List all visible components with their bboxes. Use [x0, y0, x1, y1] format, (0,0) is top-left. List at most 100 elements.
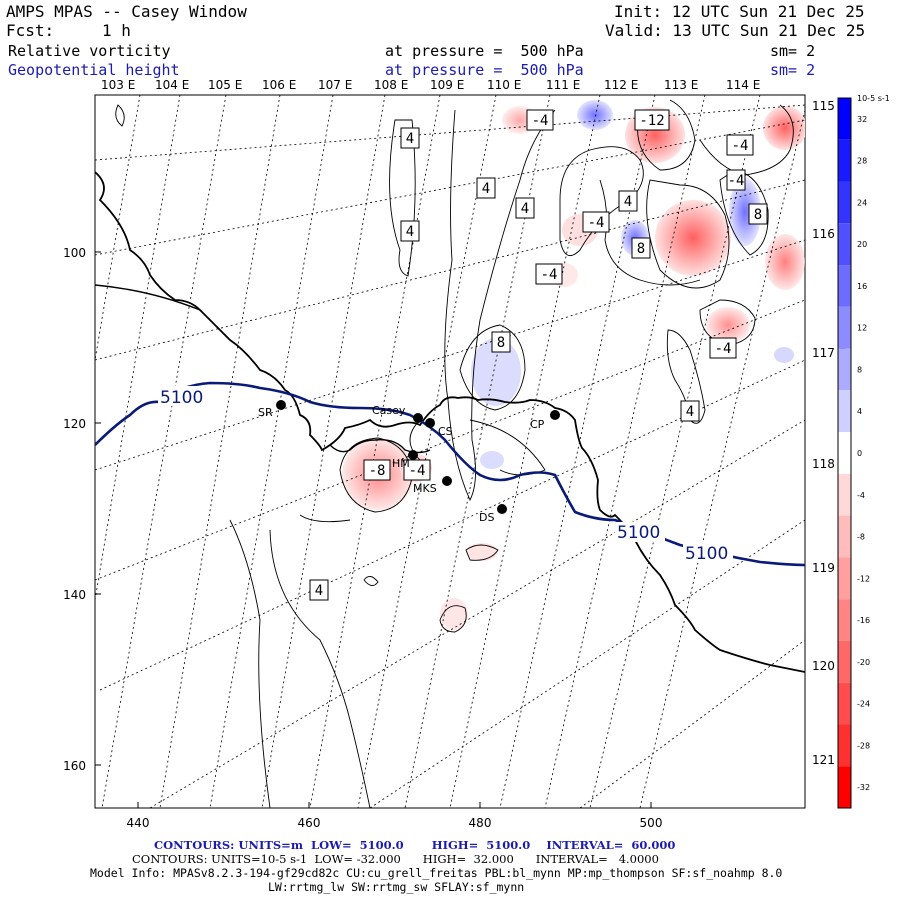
svg-text:112 E: 112 E: [604, 78, 638, 92]
colorbar-tick-label: 0: [857, 449, 862, 458]
vort-label: -4: [535, 263, 563, 285]
station-label-cs: CS: [438, 425, 453, 438]
svg-text:4: 4: [315, 583, 323, 599]
vort-blob: [765, 234, 805, 290]
station-dot-mks: [442, 476, 452, 486]
svg-text:111 E: 111 E: [546, 78, 580, 92]
svg-text:460: 460: [298, 816, 321, 830]
colorbar-tick-label: -32: [857, 783, 870, 792]
init-time: Init: 12 UTC Sun 21 Dec 25: [614, 2, 865, 21]
svg-text:140: 140: [63, 588, 86, 602]
vort-label: -8: [363, 459, 391, 481]
svg-text:109 E: 109 E: [430, 78, 464, 92]
colorbar-tick-label: -24: [857, 700, 870, 709]
vort-label: 4: [680, 400, 700, 422]
vort-label: 4: [476, 177, 496, 199]
vort-blob: [774, 347, 794, 363]
field2-smoothing: sm= 2: [770, 61, 816, 79]
svg-text:4: 4: [624, 194, 632, 210]
station-dot-casey: [413, 413, 423, 423]
colorbar-swatch: [838, 557, 851, 600]
footer-height-contours: CONTOURS: UNITS=m LOW= 5100.0 HIGH= 5100…: [154, 838, 676, 852]
y-axis-labels: 100 120 140 160: [63, 246, 86, 773]
lon-labels: 103 E 104 E 105 E 106 E 107 E 108 E 109 …: [101, 78, 760, 92]
field1-name: Relative vorticity: [8, 42, 171, 60]
svg-text:8: 8: [637, 241, 645, 257]
colorbar-swatch: [838, 348, 851, 391]
colorbar-swatch: [838, 766, 851, 808]
colorbar-swatch: [838, 181, 851, 224]
station-label-hm: HM: [392, 457, 410, 470]
vort-blob: [480, 451, 504, 469]
station-label-ds: DS: [479, 511, 494, 524]
colorbar-swatch: [838, 265, 851, 307]
forecast-value: 1 h: [102, 21, 131, 40]
station-label-sr: SR: [258, 406, 273, 419]
vort-label: 4: [309, 579, 329, 601]
vort-label: -4: [403, 459, 431, 481]
height-label: 5100: [617, 523, 660, 543]
vort-blob: [577, 100, 613, 130]
field1-smoothing: sm= 2: [770, 42, 816, 60]
colorbar-tick-label: 20: [857, 240, 867, 249]
vort-label: -12: [634, 109, 670, 131]
coastline: [95, 171, 805, 673]
vorticity-shading: [342, 100, 805, 630]
vort-blob: [471, 338, 521, 406]
height-label: 5100: [685, 544, 728, 564]
svg-text:4: 4: [406, 131, 414, 147]
colorbar-tick-label: -20: [857, 658, 870, 667]
axis-ticks: [95, 251, 652, 808]
colorbar-tick-label: 12: [857, 324, 867, 333]
field1-level: at pressure = 500 hPa: [385, 42, 584, 60]
svg-text:4: 4: [521, 201, 529, 217]
station-group: SR Casey CS HM MKS CP DS: [258, 400, 560, 524]
station-label-casey: Casey: [372, 404, 406, 417]
colorbar-swatch: [838, 98, 851, 140]
svg-text:-12: -12: [639, 113, 664, 129]
vort-blob: [706, 307, 750, 343]
svg-text:120: 120: [63, 417, 86, 431]
vort-label: 4: [618, 190, 638, 212]
colorbar-swatch: [838, 223, 851, 266]
forecast-label: Fcst:: [6, 21, 55, 40]
vort-label: 8: [748, 203, 768, 225]
svg-text:8: 8: [497, 335, 505, 351]
colorbar-tick-label: -12: [857, 574, 870, 583]
chart-title: AMPS MPAS -- Casey Window: [6, 2, 247, 21]
station-label-cp: CP: [530, 418, 545, 431]
vort-label: 4: [400, 220, 420, 242]
svg-text:110 E: 110 E: [487, 78, 521, 92]
svg-text:-4: -4: [732, 138, 749, 154]
colorbar-tick-label: -4: [857, 491, 865, 500]
valid-time: Valid: 13 UTC Sun 21 Dec 25: [605, 21, 866, 40]
svg-text:106 E: 106 E: [262, 78, 296, 92]
vort-blob: [729, 178, 761, 246]
svg-text:4: 4: [482, 181, 490, 197]
svg-text:113 E: 113 E: [664, 78, 698, 92]
vort-label: 8: [491, 331, 511, 353]
vort-blob: [466, 543, 498, 561]
footer-vorticity-contours: CONTOURS: UNITS=10-5 s-1 LOW= -32.000 HI…: [132, 852, 659, 866]
svg-text:108 E: 108 E: [374, 78, 408, 92]
station-dot-sr: [276, 400, 286, 410]
vort-label: -4: [582, 211, 610, 233]
svg-text:440: 440: [127, 816, 150, 830]
svg-text:160: 160: [63, 759, 86, 773]
svg-text:105 E: 105 E: [208, 78, 242, 92]
vort-label: 4: [400, 127, 420, 149]
vort-blob: [440, 598, 468, 630]
svg-text:-4: -4: [541, 267, 558, 283]
colorbar-tick-label: 28: [857, 157, 867, 166]
svg-text:480: 480: [469, 816, 492, 830]
svg-text:100: 100: [63, 246, 86, 260]
vort-label: -4: [726, 134, 754, 156]
svg-text:8: 8: [754, 207, 762, 223]
coastline: [95, 284, 201, 311]
colorbar-units: 10-5 s-1: [857, 94, 890, 103]
svg-text:114 E: 114 E: [726, 78, 760, 92]
colorbar-tick-label: -28: [857, 741, 870, 750]
height-label-group: 5100 5100 5100: [158, 386, 733, 564]
colorbar-swatch: [838, 139, 851, 182]
